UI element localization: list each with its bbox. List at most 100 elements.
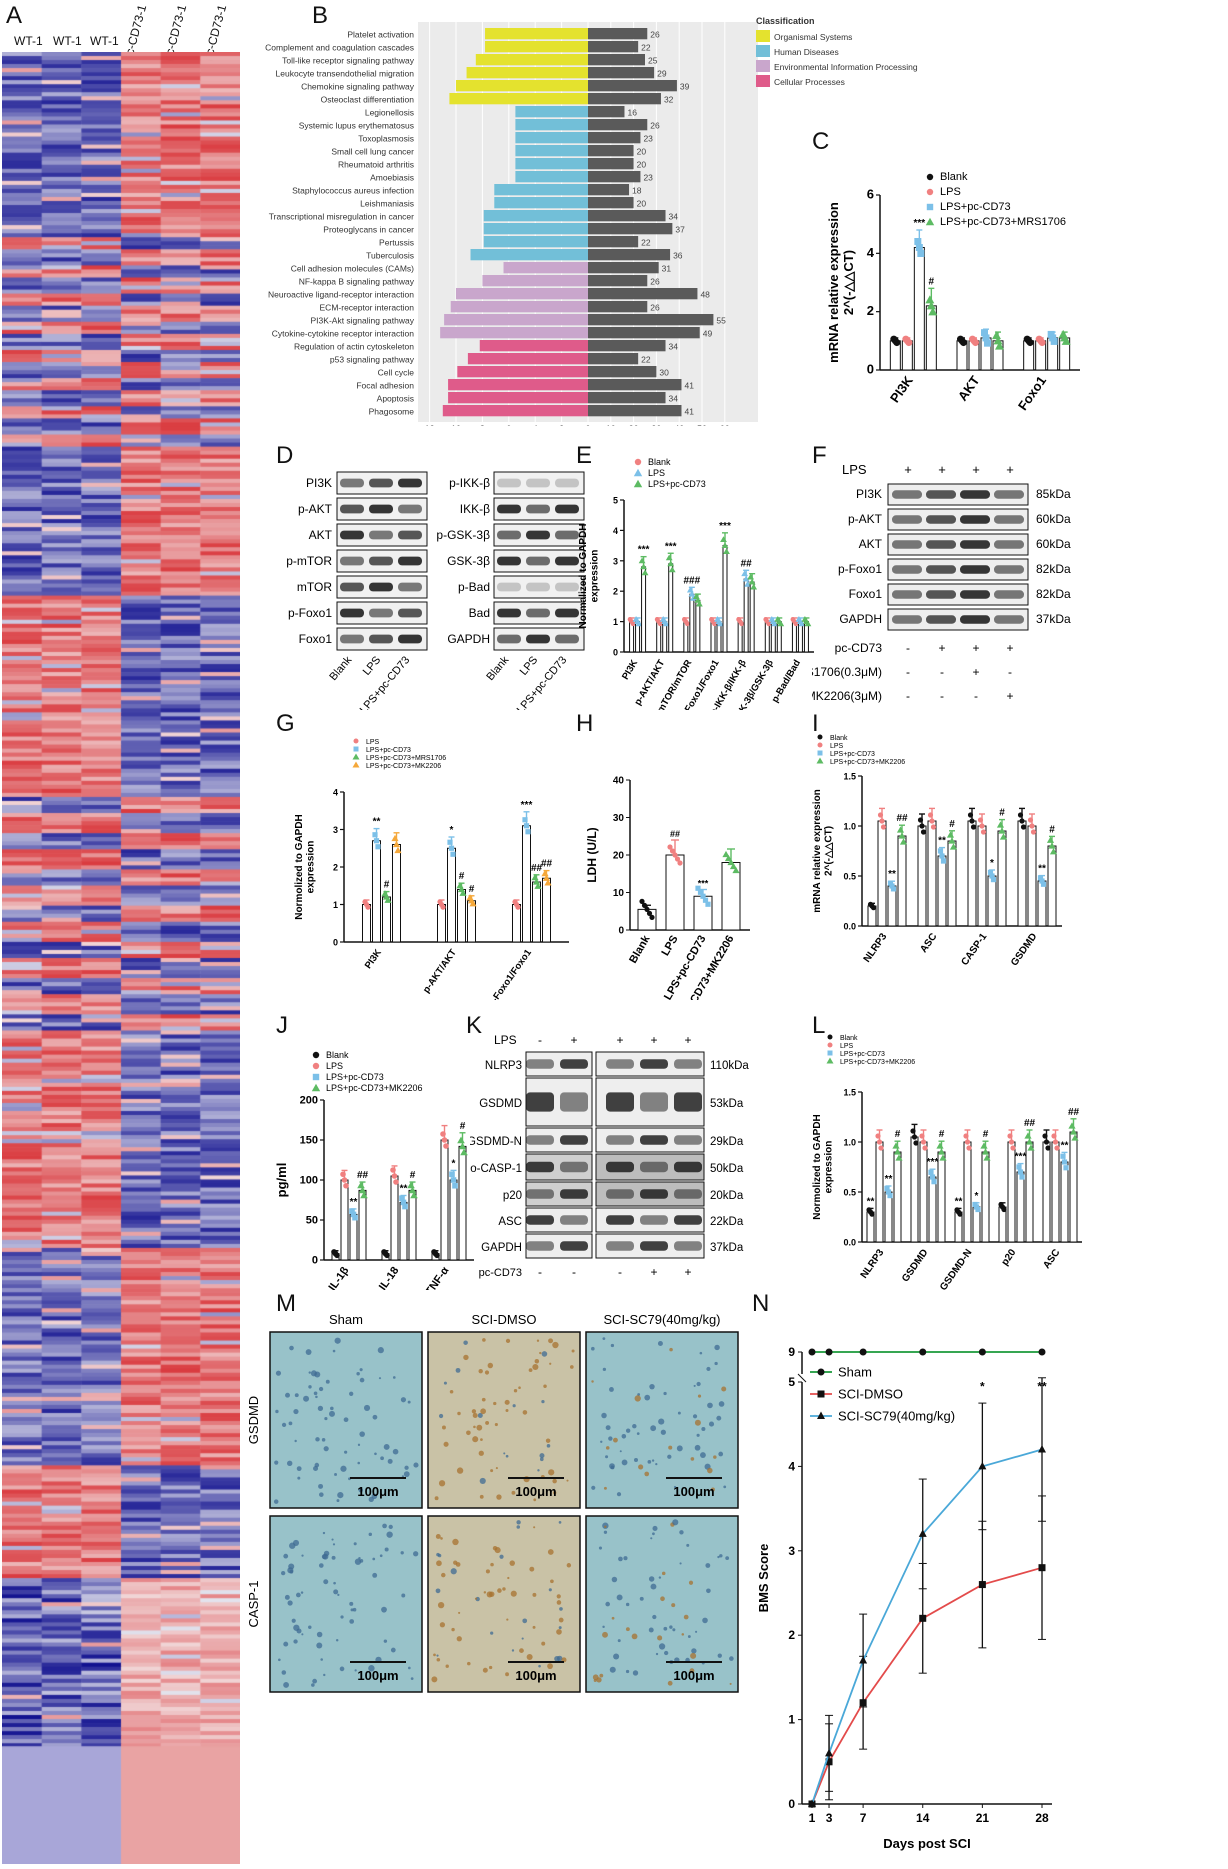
blot-row-label: GSDMD-N [470,1136,522,1148]
data-point [644,906,650,912]
blot-band [994,615,1024,624]
blot-band [640,1092,668,1112]
micro-cell [511,1649,515,1652]
legend-label: Blank [940,171,968,183]
data-point [930,824,937,830]
blot-band [526,556,550,566]
kegg-term-label: Proteoglycans in cancer [323,224,414,234]
data-point [358,1186,367,1194]
kegg-term-label: Regulation of actin cytoskeleton [294,341,414,351]
blot-strip [887,608,1029,631]
micro-cell [479,1477,486,1484]
western-blot-k: LPS - + + + + NLRP3 110kDa GSDMD 53kDa GSDMD-N 29kD… [470,1033,749,1290]
data-point [684,621,690,627]
significance-mark: *** [927,1157,939,1168]
data-point [879,818,885,824]
category-label: NLRP3 [862,931,890,965]
micro-cell [289,1542,296,1549]
kegg-pvalue-bar [494,197,588,209]
data-point [334,1252,340,1259]
blot-kda-label: 50kDa [710,1163,744,1175]
legend-marker [826,1057,834,1064]
legend-label: SCI-DMSO [838,1387,903,1402]
micro-cell [667,1454,672,1459]
blot-sign: - [618,1265,622,1279]
data-point [1010,1145,1016,1151]
data-point [391,834,399,842]
micro-cell [334,1473,338,1476]
micro-cell [644,1394,651,1401]
micro-cell [528,1368,533,1373]
legend-marker [817,1411,825,1419]
data-point [523,823,530,829]
micro-row-label: CASP-1 [246,1581,261,1628]
micro-cell [318,1483,324,1489]
data-point [875,1133,881,1139]
kegg-gene-count: 29 [657,68,667,78]
legend-marker [312,1062,320,1070]
micro-cell [697,1394,702,1398]
data-point [541,870,549,877]
data-point [925,295,935,304]
significance-mark: ## [541,859,553,870]
kegg-gene-count: 36 [673,250,683,260]
significance-mark: # [460,1121,466,1132]
micro-cell [591,1346,595,1351]
kegg-gene-bar [588,314,714,326]
data-point [980,1142,988,1149]
data-point [969,818,975,824]
micro-cell [618,1556,623,1562]
y-tick-label: 2 [613,587,618,597]
blot-band [369,478,393,488]
data-point [917,250,925,257]
blot-band [340,478,364,488]
panel-label-m: M [276,1290,296,1317]
blot-sign: - [940,665,944,679]
y-tick-label: 0.0 [843,1238,856,1248]
micro-cell [631,1633,638,1640]
data-point [777,620,785,627]
significance-mark: ## [357,1170,369,1181]
micro-cell [539,1457,544,1462]
micro-cell [604,1525,607,1528]
data-point [1052,1139,1059,1145]
micro-cell [700,1452,706,1458]
kegg-pvalue-bar [483,236,588,248]
micro-cell [526,1654,533,1661]
micro-cell [655,1652,659,1656]
micro-cell [293,1639,298,1644]
blot-band [526,1189,554,1199]
data-point [996,821,1005,828]
micro-cell [534,1358,540,1364]
micro-cell [536,1339,540,1342]
micro-cell [431,1676,438,1683]
data-point [349,1208,355,1214]
bar [408,1189,417,1261]
kegg-gene-bar [588,54,645,66]
blot-sign: - [940,689,944,703]
heatmap-canvas [2,52,240,1864]
legend-label: LPS+pc-CD73+MRS1706 [366,755,446,762]
blot-kda-label: 110kDa [710,1060,749,1072]
micro-cell [323,1673,326,1677]
blot-sign: + [616,1033,623,1047]
bar [722,545,728,653]
blot-sign: - [906,665,910,679]
blot-band [369,582,393,592]
legend-marker [634,458,642,466]
data-point [1061,1159,1068,1165]
kegg-gene-bar [588,392,666,404]
legend-marker [353,738,359,744]
micro-cell [658,1576,662,1579]
data-point [766,621,772,627]
kegg-gene-bar [588,67,655,79]
panel-label-b: B [312,2,329,29]
bar [668,563,674,653]
data-point [700,893,706,899]
blot-band [640,1059,668,1069]
data-point [793,621,799,627]
data-point [919,1133,925,1139]
data-point [999,833,1008,840]
micro-cell [287,1567,294,1574]
legend-label: LPS [366,739,380,746]
